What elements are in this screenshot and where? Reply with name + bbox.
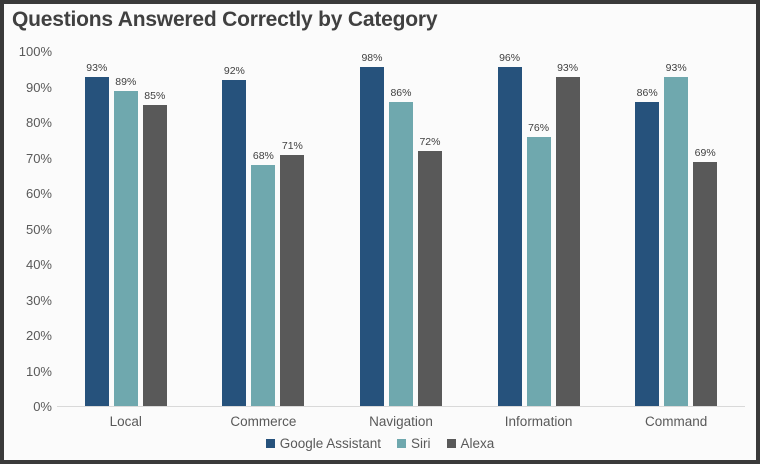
bar-column-alexa: 72% [417,52,442,406]
bar-value-label: 98% [361,52,383,64]
bar-value-label: 93% [557,61,579,74]
bar-value-label: 68% [252,150,274,163]
bar-value-label: 71% [281,139,303,152]
bar-alexa [280,154,305,406]
y-axis: 0% 10% 20% 30% 40% 50% 60% 70% 80% 90% 100% [4,4,52,460]
bar-siri [251,165,276,406]
y-axis-tick-label: 100% [18,44,52,59]
bar-google-assistant [84,76,109,406]
bar-alexa [555,76,580,406]
bar-column-alexa: 85% [142,52,167,406]
bar-value-label: 93% [86,61,108,74]
x-axis-labels: Local Commerce Navigation Information Comman… [57,414,745,429]
bar-column-alexa: 71% [280,52,305,406]
category-label-navigation: Navigation [369,414,433,429]
category-label-command: Command [645,414,708,429]
legend-item-alexa: Alexa [446,436,495,451]
bar-value-label: 85% [144,90,166,103]
y-axis-tick-label: 90% [25,79,52,95]
legend-marker-icon [446,439,456,448]
bar-value-label: 72% [419,136,441,149]
legend: Google Assistant Siri Alexa [4,436,756,451]
legend-item-siri: Siri [397,436,431,451]
y-axis-tick-label: 30% [25,292,52,308]
y-axis-tick-label: 20% [25,328,52,343]
category-label-local: Local [109,414,142,429]
bar-column-siri: 93% [664,52,689,406]
legend-label: Siri [411,436,431,451]
legend-item-google-assistant: Google Assistant [265,436,382,451]
legend-label: Google Assistant [279,436,382,451]
bar-group: 92% 68% 71% [195,52,333,406]
bar-column-siri: 86% [388,52,413,406]
legend-label: Alexa [460,436,495,451]
bar-siri [388,101,413,406]
bar-google-assistant [359,67,384,406]
bar-value-label: 86% [390,86,412,99]
bar-column-google-assistant: 96% [497,52,522,406]
bar-column-siri: 68% [251,52,276,406]
bar-value-label: 69% [694,146,716,159]
plot-area: 93% 89% 85% 92% 68% 71% 98% 86% 72% 96% 76% 93% 86% 9… [57,52,745,407]
bar-siri [664,76,689,406]
bar-alexa [142,105,167,406]
bar-group: 96% 76% 93% [470,52,608,406]
y-axis-tick-label: 70% [25,150,52,166]
chart-title: Questions Answered Correctly by Category [12,8,438,31]
category-label-information: Information [504,414,573,429]
bar-column-google-assistant: 93% [84,52,109,406]
bar-alexa [417,151,442,406]
legend-marker-icon [397,439,407,448]
bar-column-siri: 89% [113,52,138,406]
bar-alexa [693,161,718,406]
bar-google-assistant [222,80,247,406]
bar-column-alexa: 93% [555,52,580,406]
y-axis-tick-label: 50% [25,221,52,237]
y-axis-tick-label: 0% [33,399,52,414]
bar-column-alexa: 69% [693,52,718,406]
bar-group: 98% 86% 72% [332,52,470,406]
bar-column-google-assistant: 86% [635,52,660,406]
bar-group: 93% 89% 85% [57,52,195,406]
bar-siri [526,136,551,406]
legend-marker-icon [265,439,275,448]
bar-value-label: 92% [223,65,245,78]
bar-value-label: 96% [499,52,521,64]
bar-column-siri: 76% [526,52,551,406]
bar-group: 86% 93% 69% [607,52,745,406]
y-axis-tick-label: 40% [25,257,52,272]
bar-google-assistant [635,101,660,406]
category-label-commerce: Commerce [230,414,297,429]
bar-column-google-assistant: 92% [222,52,247,406]
bar-siri [113,90,138,406]
y-axis-tick-label: 80% [25,115,52,130]
y-axis-tick-label: 10% [25,363,52,379]
bar-column-google-assistant: 98% [359,52,384,406]
bar-value-label: 76% [528,121,550,134]
bar-value-label: 86% [636,86,658,99]
y-axis-tick-label: 60% [25,186,52,201]
bar-value-label: 93% [665,61,687,74]
bar-google-assistant [497,67,522,406]
bar-value-label: 89% [115,75,137,88]
